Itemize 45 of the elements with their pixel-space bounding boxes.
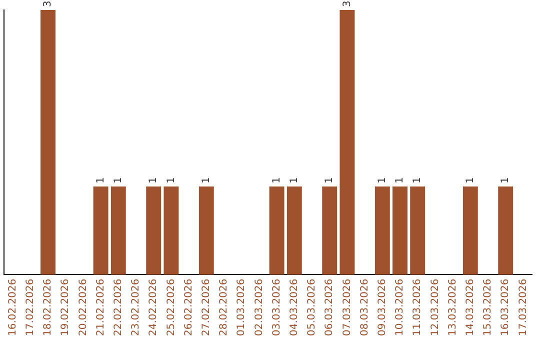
data-label: 1	[500, 177, 512, 184]
x-tick-label: 13.03.2026	[447, 278, 458, 336]
data-label: 3	[342, 0, 353, 7]
data-label: 1	[376, 177, 388, 184]
x-tick-label: 16.03.2026	[500, 278, 512, 336]
x-tick-label: 02.03.2026	[254, 278, 265, 336]
x-tick-label: 08.03.2026	[359, 278, 370, 336]
x-tick-label: 11.03.2026	[412, 278, 424, 336]
x-tick-label: 27.02.2026	[200, 278, 212, 336]
x-tick-label: 21.02.2026	[95, 278, 106, 336]
x-tick-label: 15.03.2026	[482, 278, 494, 336]
x-tick-label: 06.03.2026	[324, 278, 336, 336]
x-tick-label: 17.03.2026	[518, 278, 529, 336]
x-tick-label: 10.03.2026	[394, 278, 406, 336]
data-label: 1	[112, 177, 124, 184]
x-tick-label: 07.03.2026	[342, 278, 353, 336]
data-label: 1	[95, 177, 106, 184]
x-tick-label: 24.02.2026	[148, 278, 160, 336]
data-label: 1	[148, 177, 160, 184]
x-tick-label: 20.02.2026	[78, 278, 89, 336]
x-tick-label: 03.03.2026	[271, 278, 282, 336]
data-label: 1	[412, 177, 424, 184]
x-tick-label: 25.02.2026	[166, 278, 177, 336]
x-tick-label: 09.03.2026	[376, 278, 388, 336]
x-tick-label: 26.02.2026	[183, 278, 194, 336]
x-tick-label: 23.02.2026	[130, 278, 142, 336]
x-tick-label: 18.02.2026	[42, 278, 54, 336]
x-tick-label: 04.03.2026	[288, 278, 300, 336]
data-label: 1	[271, 177, 282, 184]
data-label: 1	[166, 177, 177, 184]
data-label: 1	[324, 177, 336, 184]
data-label: 1	[288, 177, 300, 184]
x-tick-label: 01.03.2026	[236, 278, 248, 336]
data-label: 1	[394, 177, 406, 184]
data-label: 3	[42, 0, 54, 7]
data-label: 1	[200, 177, 212, 184]
x-tick-label: 17.02.2026	[24, 278, 36, 336]
x-tick-label: 28.02.2026	[218, 278, 230, 336]
x-tick-label: 19.02.2026	[60, 278, 72, 336]
x-tick-label: 22.02.2026	[112, 278, 124, 336]
x-tick-label: 05.03.2026	[306, 278, 318, 336]
x-tick-label: 14.03.2026	[464, 278, 476, 336]
x-tick-label: 12.03.2026	[430, 278, 441, 336]
data-label: 1	[464, 177, 476, 184]
x-tick-label: 16.02.2026	[7, 278, 18, 336]
